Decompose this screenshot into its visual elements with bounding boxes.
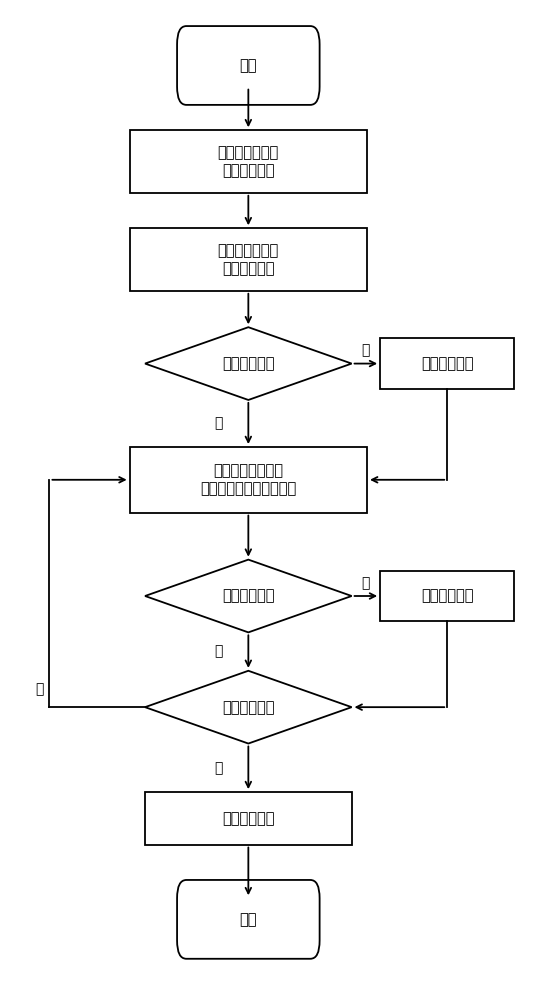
Text: 操作是否正确: 操作是否正确	[222, 588, 274, 603]
Text: 是: 是	[214, 761, 223, 775]
Text: 作业是否结束: 作业是否结束	[222, 700, 274, 715]
Bar	[130, 447, 367, 513]
Text: 给出错误提示: 给出错误提示	[421, 588, 473, 603]
Bar	[130, 228, 367, 291]
Text: 给出错误提示: 给出错误提示	[421, 356, 473, 371]
Text: 开始: 开始	[239, 58, 257, 73]
Polygon shape	[145, 671, 352, 744]
Polygon shape	[145, 560, 352, 632]
FancyBboxPatch shape	[177, 880, 320, 959]
Text: 选择是否正确: 选择是否正确	[222, 356, 274, 371]
Text: 是: 是	[214, 416, 223, 430]
Text: 选择项目所需试
验设备和工具: 选择项目所需试 验设备和工具	[218, 243, 279, 276]
Bar	[145, 792, 352, 845]
Text: 结束: 结束	[239, 912, 257, 927]
Text: 选择任意互感器
检定培训项目: 选择任意互感器 检定培训项目	[218, 145, 279, 178]
Text: 给出操作成绩: 给出操作成绩	[222, 811, 274, 826]
Text: 否: 否	[35, 682, 44, 696]
Text: 是: 是	[214, 645, 223, 659]
FancyBboxPatch shape	[177, 26, 320, 105]
Bar	[380, 571, 514, 621]
Text: 否: 否	[362, 576, 370, 590]
Bar	[130, 130, 367, 193]
Bar	[380, 338, 514, 389]
Polygon shape	[145, 327, 352, 400]
Text: 否: 否	[362, 343, 370, 357]
Text: 进行设备接线、仪
表操控、数据读取等操作: 进行设备接线、仪 表操控、数据读取等操作	[200, 464, 296, 496]
